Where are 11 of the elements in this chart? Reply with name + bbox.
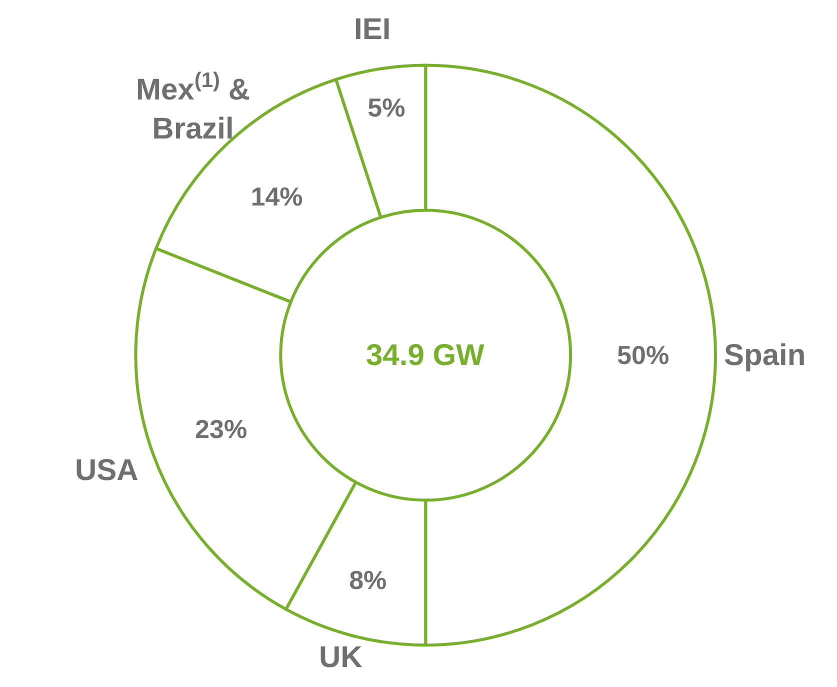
data-label: 8% bbox=[349, 565, 387, 596]
slice-label: Mex$^{(1)}$ & Brazil bbox=[136, 69, 250, 146]
data-label: 14% bbox=[250, 182, 303, 212]
data-label: 23% bbox=[195, 414, 248, 444]
slice-label: Spain bbox=[724, 339, 806, 372]
data-label: 50% bbox=[617, 340, 670, 370]
slice-label: IEI bbox=[354, 13, 391, 46]
slice-label: USA bbox=[75, 454, 138, 487]
slice-label: UK bbox=[319, 641, 363, 674]
data-label: 5% bbox=[368, 92, 406, 123]
text: 34.9 GW bbox=[366, 339, 486, 372]
